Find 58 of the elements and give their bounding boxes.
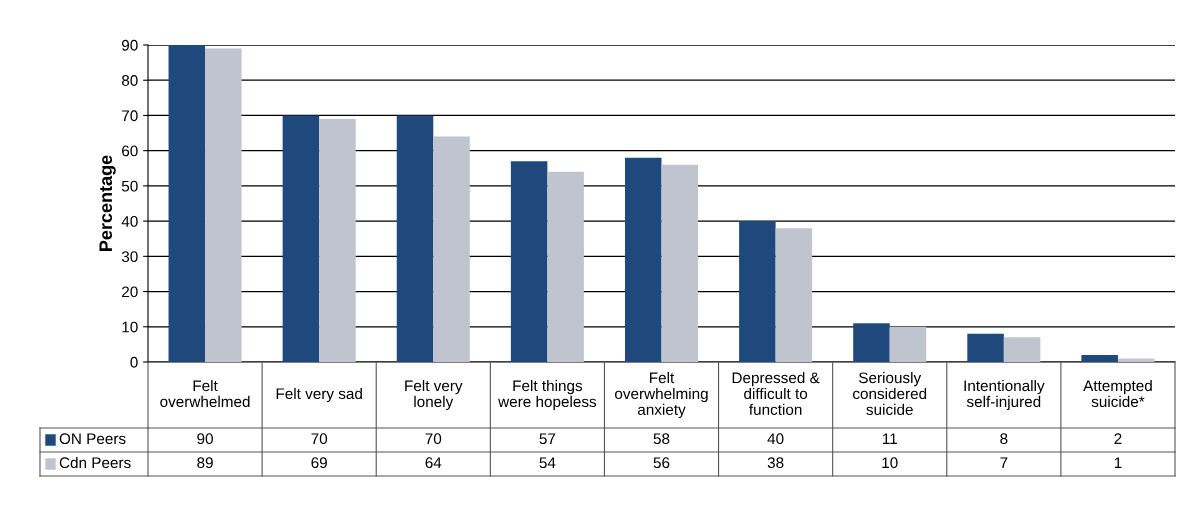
bar bbox=[739, 221, 776, 362]
x-tick-label: Intentionally self-injured bbox=[964, 379, 1045, 411]
data-label: 89 bbox=[197, 457, 213, 469]
data-label: 54 bbox=[539, 457, 556, 469]
x-tick-label: Felt things were hopeless bbox=[498, 379, 597, 411]
data-label: 90 bbox=[197, 433, 213, 445]
data-label: 56 bbox=[653, 457, 670, 469]
bar bbox=[967, 333, 1004, 362]
y-tick-label: 60 bbox=[122, 145, 138, 157]
y-tick-label: 80 bbox=[121, 75, 138, 86]
x-tick-label: Felt very lonely bbox=[405, 379, 463, 411]
x-tick-label: Attempted suicide* bbox=[1083, 379, 1152, 408]
data-label: 69 bbox=[311, 457, 327, 469]
y-tick-label: 90 bbox=[122, 39, 138, 51]
bar bbox=[1003, 337, 1041, 362]
data-label: 1 bbox=[1114, 457, 1122, 468]
data-label: 70 bbox=[425, 433, 442, 445]
data-label: 10 bbox=[882, 457, 898, 469]
bar bbox=[396, 115, 434, 362]
x-tick-label: Felt very sad bbox=[276, 387, 362, 403]
bar bbox=[282, 115, 320, 362]
data-label: 38 bbox=[767, 457, 784, 469]
y-tick-label: 70 bbox=[122, 110, 138, 122]
data-label: 58 bbox=[653, 433, 670, 445]
bar bbox=[889, 326, 927, 362]
legend-label: Cdn Peers bbox=[59, 456, 131, 469]
data-label: 64 bbox=[425, 457, 442, 469]
legend-label: ON Peers bbox=[59, 433, 126, 445]
bar bbox=[547, 171, 584, 362]
bar bbox=[661, 164, 699, 362]
bar bbox=[624, 157, 662, 362]
x-tick-label: Seriously considered suicide bbox=[853, 371, 927, 415]
bar bbox=[205, 48, 242, 362]
data-label: 7 bbox=[1000, 457, 1008, 468]
data-label: 57 bbox=[539, 433, 556, 445]
bar bbox=[168, 45, 206, 362]
bar bbox=[1117, 358, 1155, 362]
data-label: 8 bbox=[1000, 433, 1008, 445]
bar bbox=[510, 161, 548, 362]
bar bbox=[433, 136, 470, 362]
y-tick-label: 20 bbox=[122, 286, 138, 298]
y-tick-label: 50 bbox=[121, 180, 138, 192]
data-label: 40 bbox=[767, 433, 784, 445]
bar bbox=[853, 323, 890, 362]
x-tick-label: Felt overwhelmed bbox=[160, 379, 250, 408]
data-label: 70 bbox=[311, 433, 328, 445]
data-label: 11 bbox=[882, 433, 897, 444]
y-tick-label: 10 bbox=[122, 321, 138, 333]
x-tick-label: Felt overwhelming anxiety bbox=[615, 371, 708, 419]
data-label: 2 bbox=[1114, 433, 1122, 444]
y-axis-title: Percentage bbox=[99, 155, 116, 251]
bar bbox=[319, 118, 356, 362]
y-tick-label: 30 bbox=[121, 251, 138, 263]
y-tick-label: 0 bbox=[130, 356, 138, 368]
x-tick-label: Depressed & difficult to function bbox=[732, 371, 820, 415]
y-tick-label: 40 bbox=[121, 215, 138, 227]
bar bbox=[775, 228, 813, 362]
bar bbox=[1081, 354, 1118, 362]
